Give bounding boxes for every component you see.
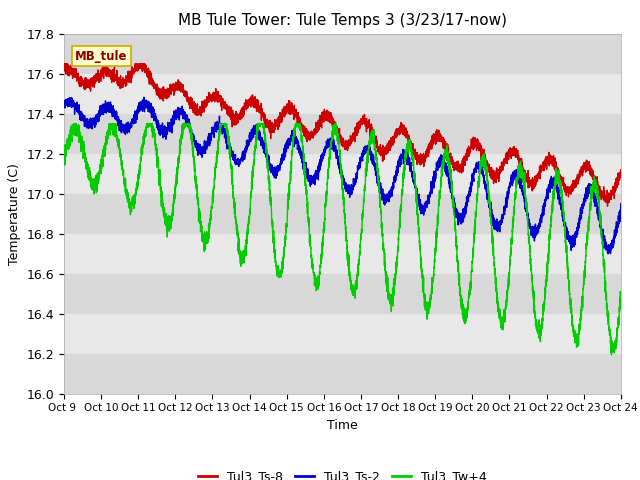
Bar [64,234,621,274]
Text: MB_tule: MB_tule [75,50,127,63]
Bar [64,154,621,193]
Y-axis label: Temperature (C): Temperature (C) [8,163,21,264]
Bar [64,193,621,234]
Bar [64,34,621,73]
Bar [64,274,621,313]
Bar [64,114,621,154]
Bar [64,354,621,394]
Bar [64,313,621,354]
Legend: Tul3_Ts-8, Tul3_Ts-2, Tul3_Tw+4: Tul3_Ts-8, Tul3_Ts-2, Tul3_Tw+4 [193,465,492,480]
Bar [64,73,621,114]
Title: MB Tule Tower: Tule Temps 3 (3/23/17-now): MB Tule Tower: Tule Temps 3 (3/23/17-now… [178,13,507,28]
X-axis label: Time: Time [327,419,358,432]
